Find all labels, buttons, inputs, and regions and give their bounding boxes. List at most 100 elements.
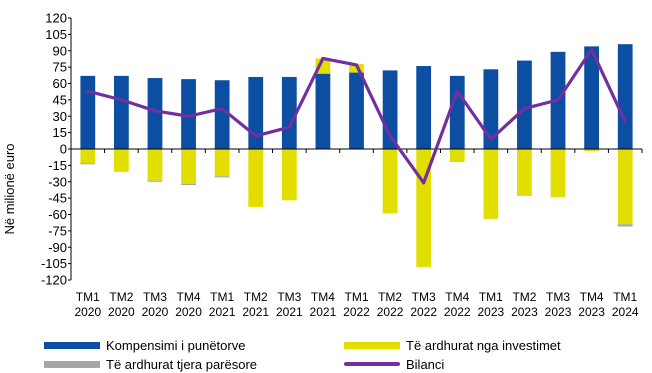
x-tick-label-year: 2023 (578, 305, 605, 319)
x-tick-label-year: 2020 (108, 305, 135, 319)
bar-series2-0 (80, 163, 96, 165)
x-tick-label-quarter: TM2 (244, 290, 268, 304)
y-tick-label: 105 (45, 27, 67, 42)
balance-point-4 (220, 107, 224, 111)
bar-series1-13 (517, 149, 532, 196)
bar-series1-3 (181, 149, 196, 184)
bar-series1-16 (617, 149, 633, 225)
bar-series2-4 (214, 176, 230, 178)
y-tick-label: 30 (53, 109, 67, 124)
x-tick-label-year: 2022 (377, 305, 404, 319)
y-tick-label: -120 (41, 273, 67, 288)
legend-label-investment-income: Të ardhurat nga investimet (406, 337, 561, 353)
bar-series1-14 (550, 149, 566, 198)
x-tick-label-quarter: TM4 (177, 290, 201, 304)
bar-series1-5 (248, 149, 264, 207)
x-tick-label-year: 2022 (410, 305, 437, 319)
x-tick-label-quarter: TM4 (311, 290, 335, 304)
x-tick-label-quarter: TM3 (143, 290, 167, 304)
bar-series1-1 (113, 149, 129, 172)
bar-series2-2 (147, 180, 163, 182)
bar-series2-16 (617, 224, 633, 227)
bar-series1-2 (147, 149, 163, 181)
bar-series0-12 (483, 69, 499, 149)
y-tick-label: 120 (45, 11, 67, 26)
legend-swatch-balance (344, 362, 400, 366)
x-tick-label-quarter: TM1 (345, 290, 369, 304)
x-tick-label-year: 2020 (142, 305, 169, 319)
balance-point-12 (489, 137, 493, 141)
x-tick-label-quarter: TM2 (109, 290, 133, 304)
balance-line-layer (86, 48, 627, 185)
y-tick-label: -15 (48, 158, 67, 173)
bar-series1-0 (80, 149, 96, 164)
bar-series0-8 (349, 72, 364, 149)
x-tick-label-year: 2021 (209, 305, 236, 319)
x-tick-label-year: 2023 (511, 305, 538, 319)
x-axis-ticks: TM12020TM22020TM32020TM42020TM12021TM220… (74, 290, 638, 319)
legend: Kompensimi i punëtorve Të ardhurat nga i… (0, 334, 652, 372)
legend-item-balance: Bilanci (344, 355, 444, 373)
x-tick-label-year: 2022 (343, 305, 370, 319)
x-tick-label-year: 2022 (444, 305, 471, 319)
y-tick-label: 60 (53, 76, 67, 91)
bars (80, 44, 633, 267)
y-axis-ticks: -120-105-90-75-60-45-30-1501530456075901… (41, 11, 67, 288)
bar-series0-4 (214, 80, 230, 149)
balance-point-5 (254, 134, 258, 138)
bar-series0-2 (147, 78, 163, 149)
y-tick-label: 90 (53, 43, 67, 58)
x-tick-label-year: 2021 (242, 305, 269, 319)
x-tick-label-year: 2020 (175, 305, 202, 319)
balance-point-7 (321, 56, 325, 60)
x-tick-label-year: 2024 (612, 305, 639, 319)
x-tick-label-year: 2021 (310, 305, 337, 319)
y-tick-label: -75 (48, 223, 67, 238)
balance-point-13 (523, 107, 526, 111)
balance-point-2 (153, 109, 157, 113)
x-tick-label-quarter: TM3 (412, 290, 436, 304)
x-tick-label-year: 2023 (478, 305, 505, 319)
balance-point-15 (590, 48, 594, 52)
balance-point-1 (119, 98, 123, 102)
bar-series2-3 (181, 183, 196, 186)
legend-item-other-primary-income: Të ardhurat tjera parësore (44, 355, 257, 373)
legend-item-investment-income: Të ardhurat nga investimet (344, 336, 561, 354)
bar-series0-0 (80, 75, 96, 149)
x-tick-label-quarter: TM3 (277, 290, 301, 304)
bar-series0-1 (113, 75, 129, 149)
legend-swatch-other-primary-income (44, 360, 100, 368)
x-tick-label-year: 2021 (276, 305, 303, 319)
y-tick-label: -45 (48, 191, 67, 206)
bar-series1-11 (449, 149, 465, 163)
balance-point-10 (422, 181, 426, 185)
y-tick-label: -105 (41, 256, 67, 271)
balance-point-9 (388, 134, 392, 138)
x-tick-label-quarter: TM1 (479, 290, 503, 304)
bar-series0-11 (449, 75, 465, 149)
bar-series0-7 (315, 73, 331, 149)
axes (68, 17, 643, 281)
legend-label-compensation: Kompensimi i punëtorve (106, 337, 246, 353)
bar-series1-4 (214, 149, 230, 177)
x-tick-label-quarter: TM3 (546, 290, 570, 304)
y-axis-label: Në milionë euro (2, 143, 17, 234)
y-tick-label: 15 (53, 125, 67, 140)
x-tick-label-quarter: TM4 (445, 290, 469, 304)
y-tick-label: 0 (60, 142, 67, 157)
balance-point-11 (455, 89, 459, 93)
bar-series0-10 (416, 66, 432, 149)
legend-label-balance: Bilanci (406, 356, 445, 372)
bar-series0-5 (248, 76, 264, 149)
balance-point-16 (623, 120, 627, 124)
x-tick-label-quarter: TM1 (210, 290, 234, 304)
x-tick-label-year: 2020 (74, 305, 101, 319)
x-tick-label-quarter: TM2 (378, 290, 402, 304)
y-tick-label: -30 (48, 174, 67, 189)
balance-point-3 (187, 114, 190, 118)
bar-series1-15 (584, 149, 600, 152)
bar-series1-12 (483, 149, 499, 219)
legend-swatch-investment-income (344, 341, 400, 349)
bar-series0-16 (617, 44, 633, 150)
